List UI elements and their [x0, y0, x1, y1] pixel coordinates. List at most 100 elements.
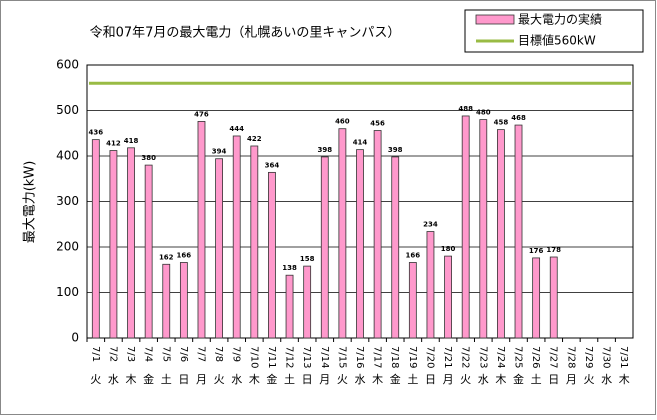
bar — [91, 139, 100, 339]
weekday-label: 日 — [548, 373, 559, 386]
x-tick-label: 7/22 — [460, 346, 471, 368]
y-tick-label: 400 — [56, 149, 79, 163]
bar — [232, 135, 241, 339]
data-label: 138 — [282, 264, 297, 272]
x-tick-label: 7/13 — [301, 346, 312, 368]
data-label: 436 — [88, 129, 103, 137]
bar — [444, 255, 452, 339]
y-tick-label: 600 — [56, 58, 79, 72]
x-tick-label: 7/18 — [389, 346, 400, 368]
weekday-label: 金 — [143, 372, 154, 386]
data-label: 176 — [529, 247, 544, 255]
weekday-label: 木 — [495, 373, 506, 386]
data-label: 460 — [335, 118, 350, 126]
bar — [338, 128, 347, 339]
bar — [391, 156, 400, 339]
bar — [461, 115, 470, 339]
x-tick-label: 7/11 — [266, 346, 277, 368]
x-tick-label: 7/5 — [160, 346, 171, 362]
x-tick-label: 7/17 — [372, 346, 383, 368]
data-label: 458 — [494, 119, 509, 127]
bar — [109, 150, 118, 339]
weekday-label: 火 — [583, 373, 594, 386]
weekday-label: 土 — [407, 373, 418, 386]
x-tick-label: 7/30 — [601, 346, 612, 368]
data-label: 476 — [194, 110, 209, 118]
data-label: 444 — [229, 125, 244, 133]
bar — [497, 129, 505, 339]
x-tick-label: 7/27 — [548, 346, 559, 368]
x-tick-label: 7/28 — [565, 346, 576, 368]
weekday-label: 月 — [443, 373, 454, 386]
bar — [197, 121, 206, 339]
x-tick-label: 7/20 — [424, 346, 435, 368]
bar — [162, 263, 171, 339]
y-axis-label: 最大電力(kW) — [23, 161, 38, 244]
bar — [532, 257, 541, 339]
weekday-label: 水 — [355, 373, 366, 386]
data-label: 178 — [546, 246, 561, 254]
data-label: 422 — [247, 135, 262, 143]
bar — [479, 119, 488, 339]
weekday-label: 土 — [161, 373, 172, 386]
bar — [179, 262, 188, 339]
legend-label: 目標値560kW — [518, 33, 596, 48]
data-label: 380 — [141, 154, 156, 162]
y-tick-label: 200 — [56, 240, 79, 254]
x-tick-label: 7/7 — [195, 346, 206, 362]
bar — [250, 145, 259, 339]
data-label: 468 — [511, 114, 526, 122]
bar — [356, 149, 364, 339]
weekday-label: 月 — [196, 373, 207, 386]
bar — [285, 274, 294, 339]
y-tick-label: 0 — [71, 331, 79, 345]
bar — [268, 171, 276, 339]
bar — [144, 164, 153, 339]
data-label: 234 — [423, 221, 438, 229]
x-tick-label: 7/12 — [284, 346, 295, 368]
x-tick-label: 7/25 — [513, 346, 524, 368]
x-tick-label: 7/1 — [90, 346, 101, 362]
legend-label: 最大電力の実績 — [518, 12, 602, 27]
weekday-label: 火 — [337, 373, 348, 386]
weekday-label: 月 — [319, 373, 330, 386]
data-label: 412 — [106, 140, 121, 148]
weekday-label: 火 — [90, 373, 101, 386]
weekday-label: 日 — [178, 373, 189, 386]
data-label: 166 — [406, 251, 421, 259]
x-tick-label: 7/2 — [107, 346, 118, 362]
bar — [549, 256, 558, 339]
chart-title: 令和07年7月の最大電力（札幌あいの里キャンパス） — [90, 25, 401, 41]
weekday-label: 日 — [425, 373, 436, 386]
weekday-label: 水 — [108, 373, 119, 386]
data-label: 488 — [458, 105, 473, 113]
data-label: 166 — [177, 251, 192, 259]
data-label: 398 — [317, 146, 332, 154]
data-label: 414 — [353, 139, 368, 147]
x-tick-label: 7/8 — [213, 346, 224, 362]
x-tick-label: 7/23 — [477, 346, 488, 368]
data-label: 180 — [441, 245, 456, 253]
weekday-label: 日 — [302, 373, 313, 386]
x-tick-label: 7/6 — [178, 346, 189, 362]
weekday-label: 水 — [231, 373, 242, 386]
x-tick-label: 7/31 — [618, 346, 629, 368]
bar — [514, 124, 523, 339]
weekday-label: 月 — [566, 373, 577, 386]
weekday-label: 水 — [601, 373, 612, 386]
data-label: 364 — [265, 161, 280, 169]
x-tick-label: 7/10 — [248, 346, 259, 368]
x-tick-label: 7/16 — [354, 346, 365, 368]
weekday-label: 火 — [460, 373, 471, 386]
y-tick-label: 100 — [56, 285, 79, 299]
data-label: 480 — [476, 109, 491, 117]
weekday-label: 土 — [531, 373, 542, 386]
bar — [215, 158, 223, 339]
bar — [373, 130, 382, 339]
legend-swatch — [475, 14, 515, 25]
weekday-label: 金 — [390, 372, 401, 386]
weekday-label: 水 — [478, 373, 489, 386]
x-tick-label: 7/29 — [583, 346, 594, 368]
y-tick-label: 500 — [56, 103, 79, 117]
